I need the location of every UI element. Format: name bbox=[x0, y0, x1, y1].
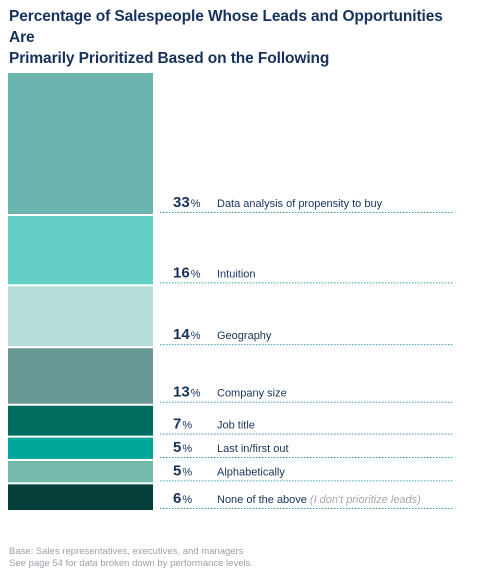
page-reference-note: See page 54 for data broken down by perf… bbox=[9, 558, 253, 569]
data-label-intuition: 16% bbox=[173, 264, 201, 281]
value-unit: % bbox=[182, 494, 192, 506]
value-unit: % bbox=[182, 420, 192, 432]
chart-footer: Base: Sales representatives, executives,… bbox=[9, 546, 469, 570]
category-label-none-of-the-above: None of the above (I don't prioritize lea… bbox=[217, 494, 421, 506]
bar-segment-company-size bbox=[8, 348, 153, 404]
category-label-data-analysis-of-propensity-to-buy: Data analysis of propensity to buy bbox=[217, 198, 383, 210]
bar-segment-intuition bbox=[8, 216, 153, 285]
bar-segment-geography bbox=[8, 286, 153, 347]
value-unit: % bbox=[191, 198, 201, 210]
value-number: 13 bbox=[173, 384, 190, 401]
value-number: 16 bbox=[173, 264, 190, 281]
category-label-intuition: Intuition bbox=[217, 268, 256, 280]
category-label-geography: Geography bbox=[217, 330, 272, 342]
category-label-last-in-first-out: Last in/first out bbox=[217, 443, 289, 455]
value-number: 7 bbox=[173, 416, 181, 433]
category-label-company-size: Company size bbox=[217, 388, 287, 400]
value-unit: % bbox=[182, 466, 192, 478]
category-label-job-title: Job title bbox=[217, 420, 255, 432]
data-label-geography: 14% bbox=[173, 326, 201, 343]
chart-title-line-1: Percentage of Salespeople Whose Leads an… bbox=[9, 8, 443, 46]
bar-segment-alphabetically bbox=[8, 461, 153, 483]
value-unit: % bbox=[182, 443, 192, 455]
chart-title-line-2: Primarily Prioritized Based on the Follo… bbox=[9, 50, 330, 67]
category-annotation: (I don't prioritize leads) bbox=[310, 494, 421, 506]
data-label-company-size: 13% bbox=[173, 384, 201, 401]
data-label-job-title: 7% bbox=[173, 416, 192, 433]
value-number: 33 bbox=[173, 194, 190, 211]
value-unit: % bbox=[191, 268, 201, 280]
chart-title: Percentage of Salespeople Whose Leads an… bbox=[9, 6, 469, 69]
base-note: Base: Sales representatives, executives,… bbox=[9, 546, 244, 557]
value-number: 5 bbox=[173, 462, 181, 479]
value-unit: % bbox=[191, 388, 201, 400]
data-label-data-analysis-of-propensity-to-buy: 33% bbox=[173, 194, 201, 211]
bar-segment-none-of-the-above bbox=[8, 484, 153, 510]
bar-segment-data-analysis-of-propensity-to-buy bbox=[8, 73, 153, 214]
bar-segment-last-in-first-out bbox=[8, 437, 153, 459]
data-label-none-of-the-above: 6% bbox=[173, 490, 192, 507]
value-number: 5 bbox=[173, 439, 181, 456]
value-number: 6 bbox=[173, 490, 181, 507]
value-number: 14 bbox=[173, 326, 190, 343]
value-unit: % bbox=[191, 330, 201, 342]
data-label-last-in-first-out: 5% bbox=[173, 439, 192, 456]
bar-segment-job-title bbox=[8, 405, 153, 436]
data-label-alphabetically: 5% bbox=[173, 462, 192, 479]
category-label-alphabetically: Alphabetically bbox=[217, 466, 285, 478]
